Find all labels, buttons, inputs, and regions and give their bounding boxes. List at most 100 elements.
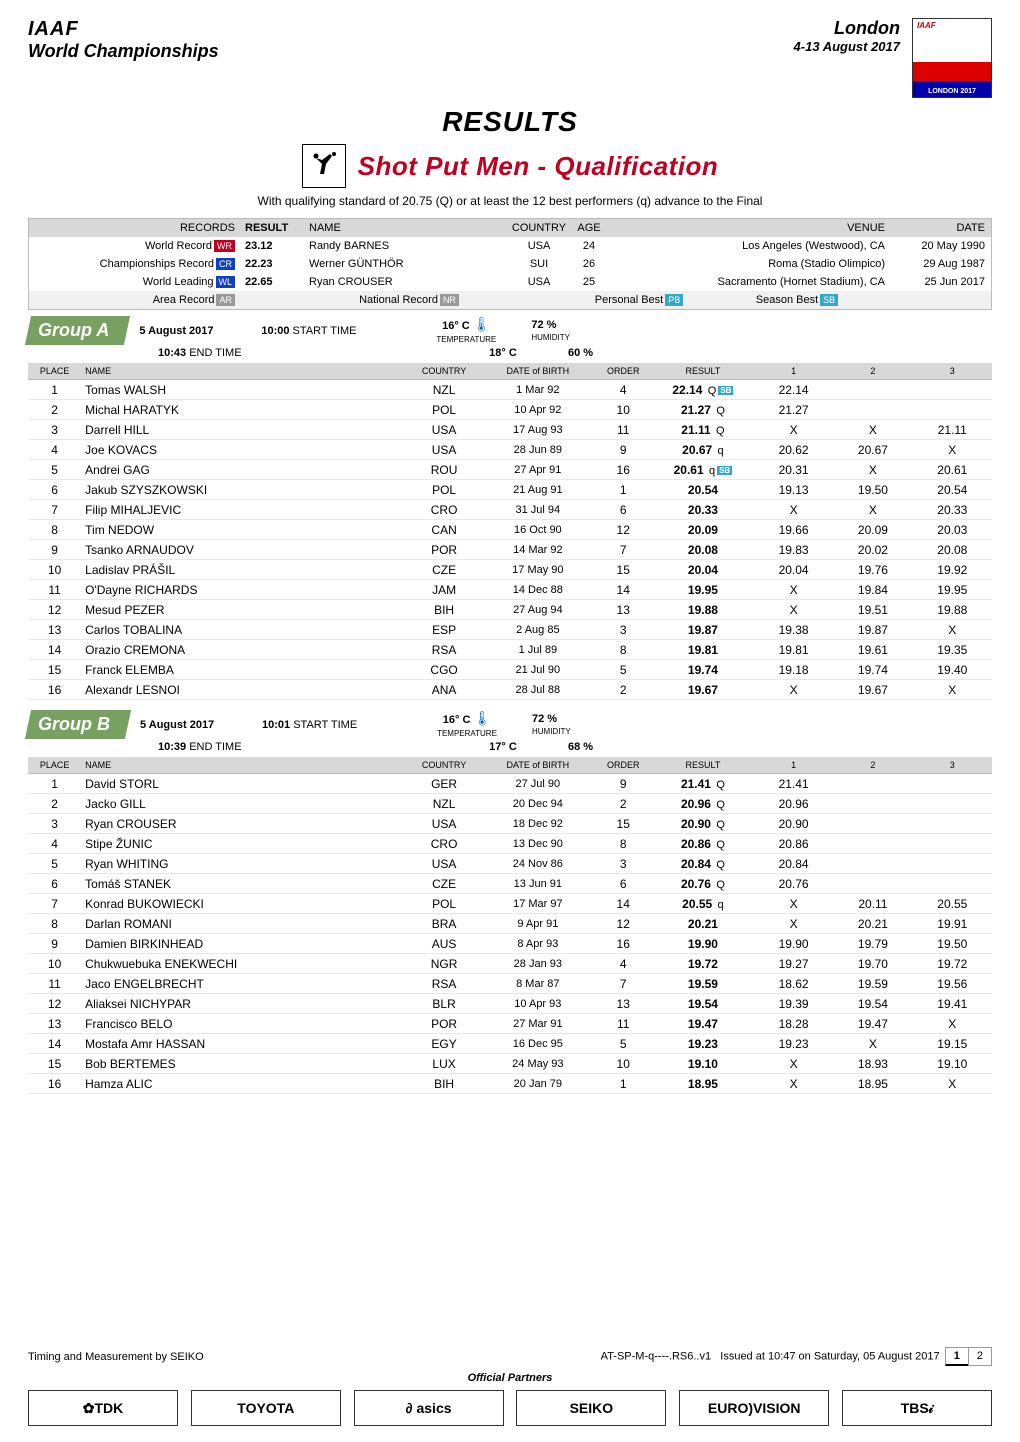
cell-country: CZE [407,560,481,580]
group-a-subheader: 10:43 END TIME 18° C 60 % [28,345,992,361]
cell-attempt-1: X [754,1054,833,1074]
records-header-result: RESULT [239,222,309,234]
cell-order: 4 [595,954,652,974]
col-attempt-1: 1 [754,363,833,380]
record-label: World RecordWR [29,240,239,252]
group-a-table: PLACE NAME COUNTRY DATE of BIRTH ORDER R… [28,363,992,700]
cell-dob: 27 Jul 90 [481,774,594,794]
table-row: 12Aliaksei NICHYPARBLR10 Apr 931319.54 1… [28,994,992,1014]
footer-info-row: Timing and Measurement by SEIKO AT-SP-M-… [28,1347,992,1366]
partner-logo: EURO)VISION [679,1390,829,1426]
col-place: PLACE [28,363,81,380]
cell-name: Francisco BELO [81,1014,407,1034]
cell-attempt-3 [913,814,992,834]
group-b-temp-hi: 16° C 🌡 TEMPERATURE [402,710,532,739]
cell-country: GER [407,774,481,794]
cell-name: Mostafa Amr HASSAN [81,1034,407,1054]
record-label: Championships RecordCR [29,258,239,270]
table-header-row: PLACE NAME COUNTRY DATE of BIRTH ORDER R… [28,363,992,380]
cell-place: 11 [28,974,81,994]
cell-attempt-1: 19.66 [754,520,833,540]
cell-dob: 28 Jun 89 [481,440,594,460]
cell-attempt-3: 20.55 [913,894,992,914]
cell-dob: 24 May 93 [481,1054,594,1074]
cell-country: POL [407,400,481,420]
cell-country: NGR [407,954,481,974]
table-header-row: PLACE NAME COUNTRY DATE of BIRTH ORDER R… [28,757,992,774]
qual-mark: Q [716,839,725,851]
cell-result: 19.23 [652,1034,754,1054]
cell-name: Tim NEDOW [81,520,407,540]
cell-dob: 2 Aug 85 [481,620,594,640]
cell-dob: 21 Jul 90 [481,660,594,680]
cell-country: RSA [407,974,481,994]
cell-country: BLR [407,994,481,1014]
cell-result: 20.61 qSB [652,460,754,480]
col-order: ORDER [595,757,652,774]
cell-country: CAN [407,520,481,540]
group-b-temp-lo: 17° C [438,741,568,753]
page-tab-next[interactable]: 2 [968,1347,992,1366]
cell-place: 12 [28,994,81,1014]
qual-mark: Q [716,799,725,811]
col-attempt-3: 3 [913,363,992,380]
group-b-block: Group B 5 August 2017 10:01 START TIME 1… [28,710,992,1094]
cell-attempt-3: 19.15 [913,1034,992,1054]
records-header-label: RECORDS [29,222,239,234]
cell-result: 20.54 [652,480,754,500]
cell-order: 9 [595,440,652,460]
qual-mark: Q [716,405,725,417]
record-tag: WR [214,240,235,252]
record-name: Randy BARNES [309,240,509,252]
col-country: COUNTRY [407,363,481,380]
cell-place: 1 [28,380,81,400]
page-tab-current[interactable]: 1 [945,1347,969,1366]
event-title-row: Shot Put Men - Qualification [0,144,1020,188]
cell-attempt-1: 19.90 [754,934,833,954]
cell-attempt-2: 20.11 [833,894,912,914]
records-header-country: COUNTRY [509,222,569,234]
partner-logo: ∂ asics [354,1390,504,1426]
discipline-title: Shot Put Men - Qualification [358,151,719,182]
cell-country: ESP [407,620,481,640]
cell-dob: 27 Apr 91 [481,460,594,480]
cell-country: POL [407,894,481,914]
col-dob: DATE of BIRTH [481,363,594,380]
record-row: World LeadingWL22.65Ryan CROUSERUSA25Sac… [29,273,991,291]
group-b-date: 5 August 2017 [122,719,262,731]
cell-result: 19.95 [652,580,754,600]
partner-logo: TOYOTA [191,1390,341,1426]
cell-attempt-3: 19.41 [913,994,992,1014]
group-a-date: 5 August 2017 [121,325,261,337]
cell-attempt-2: X [833,460,912,480]
records-pb-row: Area RecordAR National RecordNR Personal… [29,291,991,309]
cell-country: CGO [407,660,481,680]
qual-mark: Q [716,779,725,791]
group-b-end: 10:39 END TIME [158,741,438,753]
cell-attempt-1: 20.90 [754,814,833,834]
cell-dob: 20 Jan 79 [481,1074,594,1094]
cell-name: Jakub SZYSZKOWSKI [81,480,407,500]
cell-attempt-2 [833,874,912,894]
cell-attempt-3: 20.03 [913,520,992,540]
group-b-subheader: 10:39 END TIME 17° C 68 % [28,739,992,755]
cell-attempt-1: 20.76 [754,874,833,894]
cell-place: 9 [28,540,81,560]
record-venue: Sacramento (Hornet Stadium), CA [609,276,891,288]
cell-order: 7 [595,974,652,994]
cell-attempt-2: 20.21 [833,914,912,934]
cell-order: 12 [595,914,652,934]
pb-tag: PB [665,294,683,306]
cell-dob: 28 Jul 88 [481,680,594,700]
cell-name: Alexandr LESNOI [81,680,407,700]
cell-dob: 16 Dec 95 [481,1034,594,1054]
ar-tag: AR [216,294,235,306]
national-record-label: National Record [359,294,438,306]
cell-dob: 21 Aug 91 [481,480,594,500]
table-row: 8Tim NEDOWCAN16 Oct 901220.09 19.6620.09… [28,520,992,540]
cell-name: Jaco ENGELBRECHT [81,974,407,994]
official-partners-label: Official Partners [28,1372,992,1384]
cell-result: 20.84 Q [652,854,754,874]
cell-attempt-2 [833,794,912,814]
cell-country: LUX [407,1054,481,1074]
